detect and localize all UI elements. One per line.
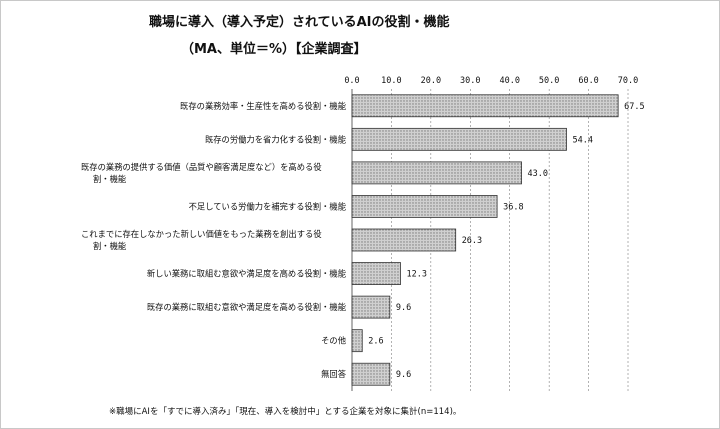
category-label: 既存の業務の提供する価値（品質や顧客満足度など）を高める役 bbox=[81, 162, 322, 172]
bar bbox=[351, 295, 391, 319]
value-label: 9.6 bbox=[396, 303, 411, 313]
category-label: これまでに存在しなかった新しい価値をもった業務を創出する役 bbox=[81, 229, 322, 239]
bar-chart: 0.0 10.0 20.0 30.0 40.0 50.0 60.0 70.0 既存の業務効率・… bbox=[81, 76, 645, 391]
category-label: 既存の労働力を省力化する役割・機能 bbox=[205, 134, 346, 144]
value-label: 54.4 bbox=[572, 135, 592, 145]
x-tick-label: 30.0 bbox=[460, 76, 480, 86]
bar bbox=[351, 262, 401, 285]
category-labels: 既存の業務効率・生産性を高める役割・機能既存の労働力を省力化する役割・機能既存の… bbox=[81, 101, 347, 379]
footnote: ※職場にAIを「すでに導入済み」「現在、導入を検討中」とする企業を対象に集計(n… bbox=[109, 407, 462, 417]
category-label: 無回答 bbox=[321, 369, 347, 379]
value-label: 2.6 bbox=[368, 337, 383, 347]
x-tick-label: 60.0 bbox=[578, 76, 598, 86]
bars bbox=[351, 94, 619, 386]
value-label: 9.6 bbox=[396, 370, 411, 380]
bar bbox=[351, 329, 363, 353]
x-tick-label: 20.0 bbox=[421, 76, 441, 86]
category-label: 不足している労働力を補完する役割・機能 bbox=[189, 201, 346, 211]
category-label: 割・機能 bbox=[93, 241, 126, 251]
category-label: 既存の業務に取組む意欲や満足度を高める役割・機能 bbox=[147, 302, 346, 312]
chart-subtitle: （MA、単位＝%）【企業調査】 bbox=[181, 42, 367, 57]
bar bbox=[351, 127, 567, 151]
x-axis-ticks: 0.0 10.0 20.0 30.0 40.0 50.0 60.0 70.0 bbox=[344, 76, 638, 86]
value-label: 12.3 bbox=[406, 270, 426, 280]
category-label: 既存の業務効率・生産性を高める役割・機能 bbox=[180, 101, 346, 111]
chart-title: 職場に導入（導入予定）されているAIの役割・機能 bbox=[149, 15, 450, 30]
x-tick-label: 0.0 bbox=[344, 76, 359, 86]
category-label: 新しい業務に取組む意欲や満足度を高める役割・機能 bbox=[147, 269, 346, 279]
bar bbox=[351, 94, 619, 118]
bar bbox=[351, 195, 498, 218]
x-tick-label: 50.0 bbox=[539, 76, 559, 86]
value-label: 26.3 bbox=[462, 236, 482, 246]
x-tick-label: 10.0 bbox=[381, 76, 401, 86]
value-label: 36.8 bbox=[503, 202, 523, 212]
bar bbox=[351, 161, 522, 185]
x-tick-label: 70.0 bbox=[618, 76, 638, 86]
bar bbox=[351, 228, 457, 252]
x-tick-label: 40.0 bbox=[499, 76, 519, 86]
category-label: その他 bbox=[321, 336, 346, 346]
value-label: 43.0 bbox=[528, 169, 548, 179]
value-label: 67.5 bbox=[624, 102, 644, 112]
value-labels: 67.5 54.4 43.0 36.8 26.3 12.3 9.6 2.6 9.6 bbox=[368, 102, 644, 380]
bar bbox=[351, 362, 391, 386]
category-label: 割・機能 bbox=[93, 174, 126, 184]
